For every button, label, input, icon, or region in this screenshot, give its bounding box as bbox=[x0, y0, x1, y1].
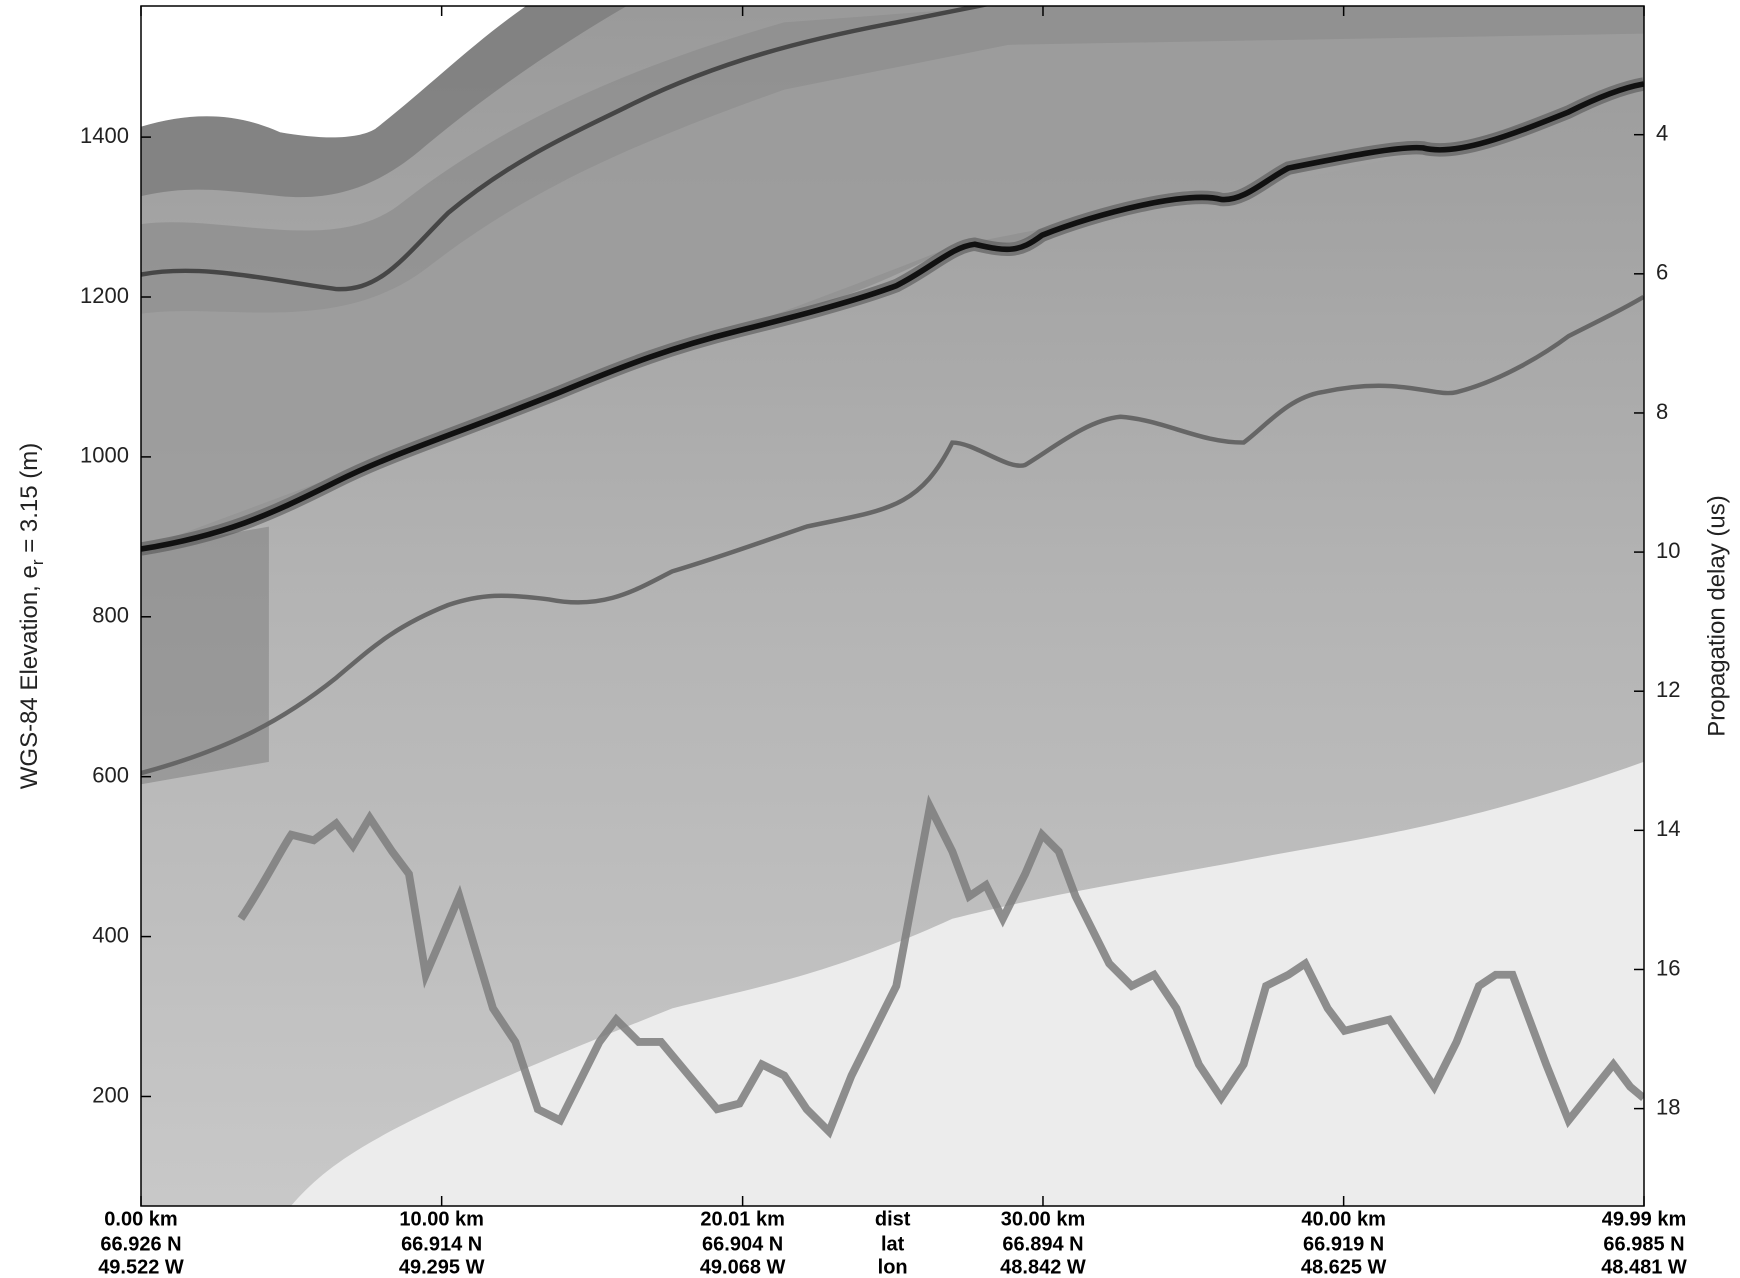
lon-label: 48.842 W bbox=[1000, 1256, 1086, 1278]
lat-label: 66.985 N bbox=[1603, 1233, 1684, 1255]
lon-label: 49.068 W bbox=[700, 1256, 786, 1278]
lat-label: 66.894 N bbox=[1002, 1233, 1083, 1255]
lon-label: 48.481 W bbox=[1601, 1256, 1687, 1278]
x-tick-label: 20.01 km bbox=[700, 1208, 785, 1230]
y-tick-label: 1000 bbox=[80, 443, 129, 468]
x-tick-label: 30.00 km bbox=[1001, 1208, 1086, 1230]
row-name: lat bbox=[881, 1233, 905, 1255]
y2-tick-label: 6 bbox=[1656, 260, 1668, 285]
x-tick-label: 49.99 km bbox=[1602, 1208, 1687, 1230]
lat-label: 66.904 N bbox=[702, 1233, 783, 1255]
y-tick-label: 400 bbox=[92, 922, 129, 947]
row-name: dist bbox=[875, 1208, 911, 1230]
row-name: lon bbox=[878, 1256, 908, 1278]
y2-tick-label: 14 bbox=[1656, 816, 1680, 841]
y2-tick-label: 18 bbox=[1656, 1094, 1680, 1119]
y2-tick-label: 12 bbox=[1656, 677, 1680, 702]
y-axis-label: WGS-84 Elevation, er = 3.15 (m) bbox=[16, 443, 47, 790]
y-tick-label: 1400 bbox=[80, 123, 129, 148]
y-axis-label-subscript: r bbox=[28, 559, 47, 565]
y2-tick-label: 4 bbox=[1656, 121, 1668, 146]
y-tick-label: 800 bbox=[92, 603, 129, 628]
y2-axis-label: Propagation delay (us) bbox=[1703, 495, 1730, 736]
lat-label: 66.919 N bbox=[1303, 1233, 1384, 1255]
y-tick-label: 200 bbox=[92, 1082, 129, 1107]
x-tick-label: 40.00 km bbox=[1301, 1208, 1386, 1230]
y-tick-label: 600 bbox=[92, 762, 129, 787]
plot-frame bbox=[140, 5, 1645, 1207]
x-tick-label: 10.00 km bbox=[399, 1208, 484, 1230]
lat-label: 66.914 N bbox=[401, 1233, 482, 1255]
x-tick-label: 0.00 km bbox=[104, 1208, 177, 1230]
y-axis-label-suffix: = 3.15 (m) bbox=[16, 443, 43, 560]
y-axis-label-main: WGS-84 Elevation, e bbox=[16, 565, 43, 789]
y2-tick-label: 10 bbox=[1656, 538, 1680, 563]
y-tick-label: 1200 bbox=[80, 283, 129, 308]
lon-label: 49.295 W bbox=[399, 1256, 485, 1278]
echogram-image bbox=[141, 5, 1644, 1206]
lon-label: 48.625 W bbox=[1301, 1256, 1387, 1278]
lat-label: 66.926 N bbox=[100, 1233, 181, 1255]
lon-label: 49.522 W bbox=[98, 1256, 184, 1278]
y2-tick-label: 8 bbox=[1656, 399, 1668, 424]
y2-tick-label: 16 bbox=[1656, 955, 1680, 980]
